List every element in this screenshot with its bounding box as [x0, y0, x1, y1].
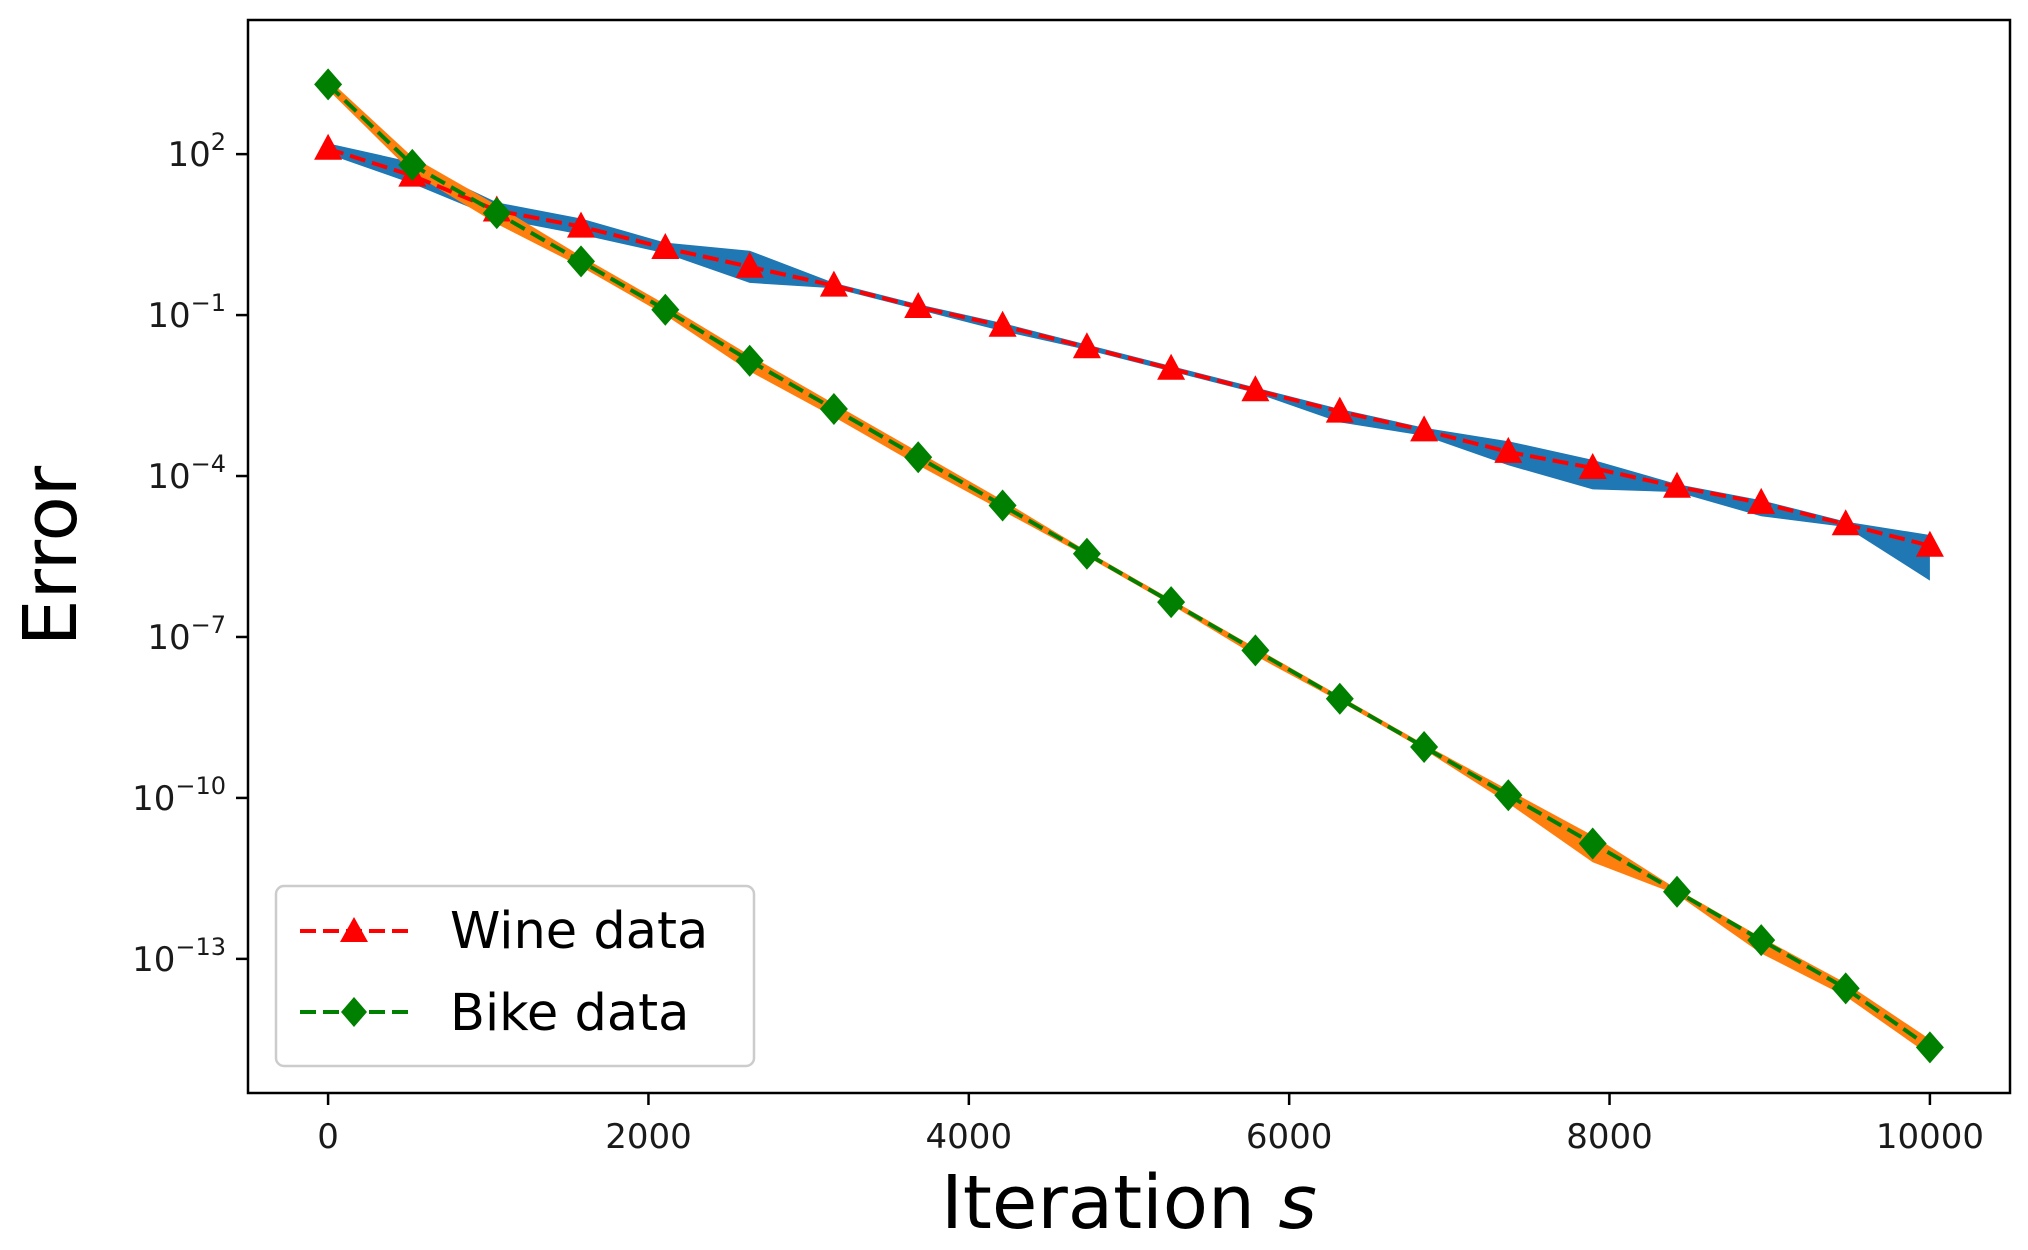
series-line-wine	[327, 146, 1931, 548]
series-markers	[314, 68, 1944, 1064]
marker-bike-17	[1747, 924, 1776, 957]
marker-wine-5	[735, 251, 764, 278]
marker-wine-7	[904, 292, 933, 318]
x-tick-label-4000: 4000	[926, 1117, 1013, 1157]
marker-bike-3	[567, 245, 595, 278]
marker-wine-10	[1157, 353, 1186, 380]
y-axis: 102 10−1 10−4 10−7 10−10 10−13	[132, 128, 248, 980]
y-tick-label--10: 10−10	[132, 772, 226, 819]
x-tick-label-0: 0	[317, 1117, 339, 1157]
marker-bike-11	[1241, 634, 1270, 667]
y-tick-label-2: 102	[167, 128, 226, 175]
x-tick-label-8000: 8000	[1566, 1117, 1653, 1157]
legend-label-wine: Wine data	[450, 902, 708, 961]
marker-bike-4	[651, 293, 680, 326]
marker-bike-0	[314, 68, 343, 101]
marker-wine-0	[314, 133, 343, 160]
y-tick-label--1: 10−1	[147, 289, 226, 336]
marker-wine-18	[1831, 509, 1860, 536]
marker-wine-16	[1663, 471, 1691, 498]
marker-bike-9	[1072, 537, 1101, 570]
series-lines	[326, 82, 1932, 1050]
band-bike	[328, 79, 1930, 1056]
marker-bike-14	[1494, 779, 1523, 812]
marker-bike-7	[904, 441, 933, 474]
x-tick-label-6000: 6000	[1246, 1117, 1333, 1157]
marker-wine-9	[1072, 332, 1101, 359]
marker-wine-3	[567, 211, 595, 238]
x-axis: 0 2000 4000 6000 8000 10000	[317, 1093, 1984, 1157]
x-axis-title-variable: s	[1278, 1160, 1317, 1246]
x-axis-title-text: Iteration	[941, 1160, 1255, 1246]
marker-bike-16	[1663, 875, 1691, 908]
marker-bike-5	[735, 344, 764, 377]
marker-bike-15	[1578, 827, 1607, 860]
marker-wine-8	[988, 310, 1017, 337]
marker-wine-17	[1747, 487, 1776, 514]
marker-bike-12	[1325, 682, 1354, 715]
marker-bike-1	[398, 148, 427, 181]
marker-bike-18	[1831, 972, 1860, 1005]
marker-wine-15	[1578, 453, 1607, 479]
band-wine	[328, 143, 1930, 581]
y-tick-label--13: 10−13	[132, 933, 226, 980]
confidence-bands	[328, 79, 1930, 1056]
marker-wine-19	[1915, 530, 1944, 557]
marker-bike-8	[988, 489, 1017, 522]
legend: Wine data Bike data	[274, 884, 756, 1068]
legend-marker-wine	[340, 917, 368, 942]
marker-wine-6	[819, 270, 848, 297]
marker-wine-13	[1410, 415, 1439, 442]
y-tick-label--4: 10−4	[147, 450, 226, 497]
series-line-bike	[326, 82, 1932, 1050]
plot-area-frame	[246, 18, 2012, 1095]
legend-marker-bike	[341, 997, 367, 1027]
y-axis-title: Error	[8, 465, 94, 646]
legend-label-bike: Bike data	[450, 984, 689, 1043]
marker-bike-13	[1410, 731, 1439, 763]
marker-bike-19	[1915, 1031, 1944, 1064]
x-tick-label-2000: 2000	[605, 1117, 692, 1157]
marker-bike-6	[819, 393, 848, 425]
x-axis-title: Iteration s	[941, 1160, 1317, 1246]
marker-bike-10	[1157, 586, 1186, 619]
marker-bike-2	[482, 197, 511, 230]
x-tick-label-10000: 10000	[1876, 1117, 1984, 1157]
marker-wine-14	[1494, 436, 1523, 463]
marker-wine-11	[1241, 375, 1270, 402]
marker-wine-12	[1325, 396, 1354, 423]
marker-wine-4	[651, 233, 680, 259]
y-tick-label--7: 10−7	[147, 611, 226, 658]
